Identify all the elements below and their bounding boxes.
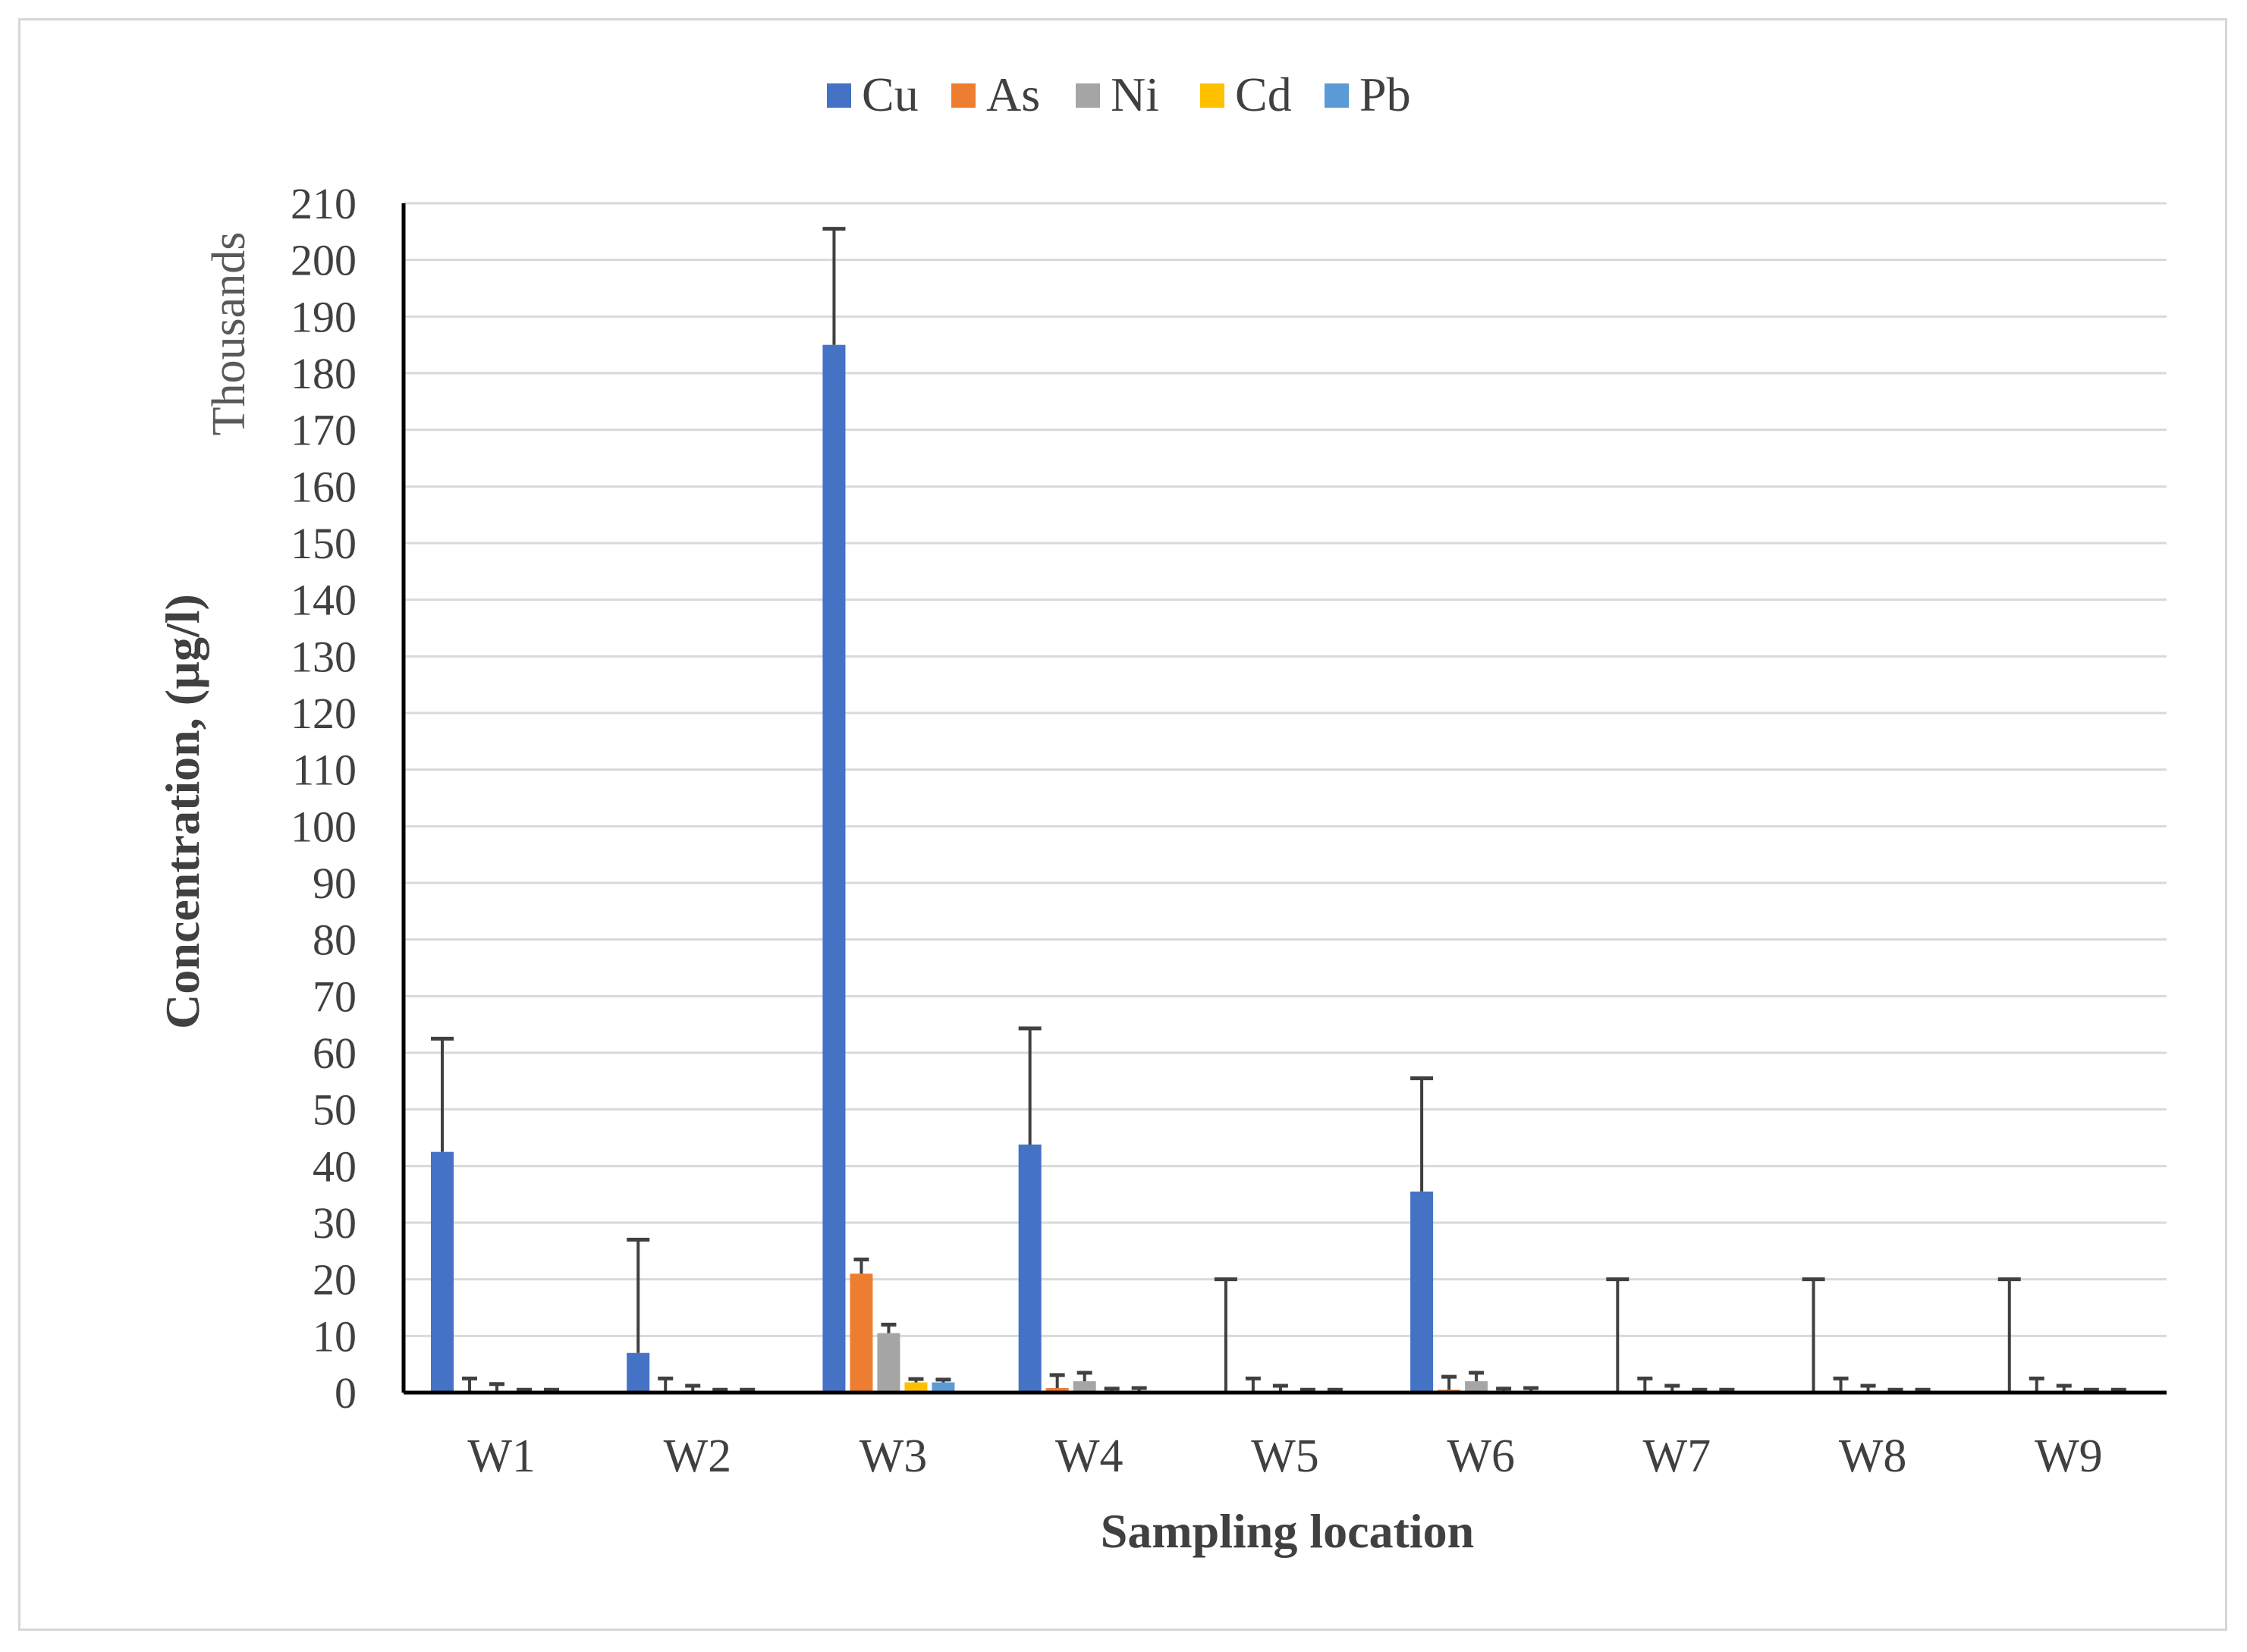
axes xyxy=(401,203,2167,1395)
legend-item-ni: Ni xyxy=(1076,68,1159,121)
x-axis-title: Sampling location xyxy=(1101,1504,1475,1558)
bar-cu-w1 xyxy=(431,1151,454,1393)
legend-item-pb: Pb xyxy=(1325,68,1411,121)
y-tick-label: 30 xyxy=(313,1198,357,1248)
x-tick-label-w4: W4 xyxy=(1055,1431,1124,1482)
x-tick-label-w5: W5 xyxy=(1251,1431,1319,1482)
x-tick-label-w1: W1 xyxy=(467,1431,536,1482)
legend-label-cu: Cu xyxy=(862,68,919,121)
x-tick-label-w6: W6 xyxy=(1447,1431,1515,1482)
legend-label-as: As xyxy=(986,68,1040,121)
bar-cu-w4 xyxy=(1018,1144,1042,1393)
y-tick-label: 200 xyxy=(291,236,357,285)
x-tick-label-w9: W9 xyxy=(2035,1431,2103,1482)
x-tick-label-w3: W3 xyxy=(860,1431,928,1482)
y-tick-label: 150 xyxy=(291,519,357,568)
y-tick-label: 180 xyxy=(291,349,357,398)
y-tick-label: 20 xyxy=(313,1255,357,1305)
legend-swatch-cu xyxy=(827,83,851,108)
y-tick-label: 10 xyxy=(313,1311,357,1361)
y-axis-units-label: Thousands xyxy=(203,232,255,436)
y-tick-label: 40 xyxy=(313,1142,357,1191)
y-tick-label: 60 xyxy=(313,1029,357,1078)
y-tick-label: 140 xyxy=(291,576,357,625)
x-tick-label-w7: W7 xyxy=(1643,1431,1711,1482)
legend-label-ni: Ni xyxy=(1111,68,1159,121)
y-tick-label: 70 xyxy=(313,972,357,1021)
legend: Cu As Ni Cd Pb xyxy=(827,68,1411,121)
bar-as-w3 xyxy=(850,1274,873,1393)
legend-item-cd: Cd xyxy=(1200,68,1292,121)
y-axis-title: Concentration, (µg/l) xyxy=(156,594,209,1029)
y-tick-label: 100 xyxy=(291,802,357,851)
bar-cu-w2 xyxy=(627,1352,650,1393)
y-tick-label: 110 xyxy=(292,746,357,795)
y-axis-tick-labels: 0 10 20 30 40 50 60 70 80 90 100 110 120 130 140 150 160… xyxy=(291,179,357,1418)
y-tick-label: 210 xyxy=(291,179,357,228)
x-tick-label-w8: W8 xyxy=(1839,1431,1907,1482)
bar-ni-w4 xyxy=(1073,1381,1096,1393)
legend-item-as: As xyxy=(951,68,1040,121)
x-axis-category-labels: W1 W2 W3 W4 W5 W6 W7 W8 W9 xyxy=(467,1431,2102,1482)
error-bars xyxy=(431,227,2126,1393)
bar-pb-w3 xyxy=(932,1382,955,1393)
y-tick-label: 120 xyxy=(291,689,357,738)
y-tick-label: 160 xyxy=(291,462,357,511)
legend-swatch-as xyxy=(951,83,976,108)
bar-cu-w3 xyxy=(822,344,846,1393)
legend-swatch-ni xyxy=(1076,83,1100,108)
chart-frame xyxy=(18,18,2227,1631)
legend-label-cd: Cd xyxy=(1235,68,1292,121)
bar-cd-w3 xyxy=(904,1382,928,1393)
y-tick-label: 170 xyxy=(291,406,357,455)
y-tick-label: 80 xyxy=(313,916,357,965)
y-tick-label: 130 xyxy=(291,632,357,681)
gridlines xyxy=(404,202,2167,1337)
bar-ni-w6 xyxy=(1465,1381,1488,1393)
y-tick-label: 90 xyxy=(313,859,357,908)
legend-swatch-pb xyxy=(1325,83,1349,108)
x-tick-label-w2: W2 xyxy=(664,1431,732,1482)
bar-cu-w6 xyxy=(1410,1191,1434,1393)
y-tick-label: 50 xyxy=(313,1085,357,1135)
legend-label-pb: Pb xyxy=(1359,68,1411,121)
bars xyxy=(431,344,2130,1393)
y-tick-label: 190 xyxy=(291,292,357,341)
legend-item-cu: Cu xyxy=(827,68,919,121)
bar-ni-w3 xyxy=(877,1333,900,1393)
y-tick-label: 0 xyxy=(335,1368,357,1418)
bar-as-w4 xyxy=(1045,1388,1069,1393)
legend-swatch-cd xyxy=(1200,83,1224,108)
